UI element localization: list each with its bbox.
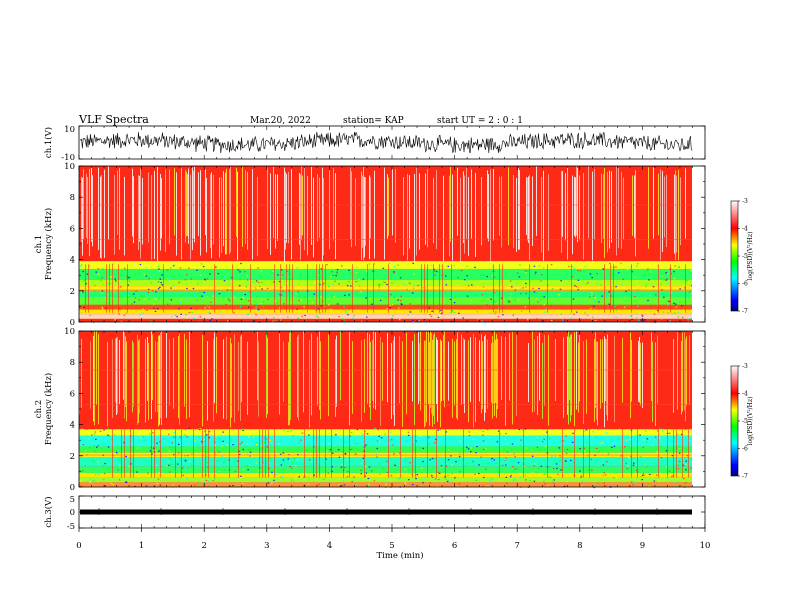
y-tick-label: -5 xyxy=(67,522,75,532)
colorbar-tick-label: -5 xyxy=(742,253,748,260)
header-station: station= KAP xyxy=(343,116,404,126)
x-tick-label: 10 xyxy=(700,541,711,551)
ch3-waveform-panel: 5 0 -5 ch.3(V) xyxy=(43,495,706,532)
y-tick-label: 5 xyxy=(70,495,75,505)
y-tick-label: 8 xyxy=(70,358,75,368)
time-axis: 0 1 2 3 4 5 6 7 8 9 10 xyxy=(76,528,710,551)
y-tick-label: 6 xyxy=(70,224,75,234)
y-tick-label: 10 xyxy=(64,327,75,337)
colorbar-ch2: -3 -4 -5 -6 -7 log(PSD)(V²/Hz) xyxy=(730,363,754,480)
x-tick-label: 2 xyxy=(201,541,206,551)
colorbar-tick-label: -5 xyxy=(742,418,748,425)
x-tick-label: 7 xyxy=(514,541,519,551)
y-tick-label: 2 xyxy=(70,287,75,297)
colorbar-tick-label: -4 xyxy=(742,391,748,398)
ch1-waveform-panel: 10 -10 ch.1(V) xyxy=(43,125,706,163)
y-axis-label: Frequency (kHz) xyxy=(43,208,54,280)
y-tick-label: 10 xyxy=(64,125,75,135)
colorbar-tick-label: -7 xyxy=(742,308,748,315)
ch1-spectrogram-panel: 0 2 4 6 8 10 Frequency (kHz)ch.1 xyxy=(34,162,706,328)
y-tick-label: 2 xyxy=(70,452,75,462)
x-tick-label: 8 xyxy=(577,541,582,551)
y-tick-label: 4 xyxy=(70,256,75,266)
x-tick-label: 3 xyxy=(264,541,269,551)
x-tick-label: 5 xyxy=(389,541,394,551)
chart-title: VLF Spectra xyxy=(78,113,149,126)
header-start-time: start UT = 2 : 0 : 1 xyxy=(437,116,523,126)
y-tick-label: 10 xyxy=(64,162,75,172)
x-axis-label: Time (min) xyxy=(376,550,423,561)
colorbar-label: log(PSD)(V²/Hz) xyxy=(747,397,754,446)
y-tick-label: 0 xyxy=(70,508,75,518)
colorbar-tick-label: -3 xyxy=(742,198,748,205)
y-axis-label: ch.1(V) xyxy=(43,127,54,158)
spectrogram-streaks xyxy=(79,331,690,428)
header-date: Mar.20, 2022 xyxy=(250,116,311,126)
low-frequency-bands xyxy=(79,369,694,489)
ch3-signal-line xyxy=(80,509,692,515)
low-frequency-bands xyxy=(79,204,694,324)
ch2-spectrogram-panel: 0 2 4 6 8 10 Frequency (kHz)ch.2 xyxy=(34,327,706,493)
colorbar-ch1: -3 -4 -5 -6 -7 log(PSD)(V²/Hz) xyxy=(730,198,754,315)
y-tick-label: 0 xyxy=(70,318,75,328)
x-tick-label: 0 xyxy=(76,541,81,551)
colorbar-label: log(PSD)(V²/Hz) xyxy=(747,232,754,281)
x-tick-label: 4 xyxy=(327,541,332,551)
y-tick-label: 8 xyxy=(70,193,75,203)
y-tick-label: 4 xyxy=(70,421,75,431)
colorbar-tick-label: -6 xyxy=(742,446,748,453)
colorbar-tick-label: -4 xyxy=(742,226,748,233)
y-tick-label: -10 xyxy=(61,153,75,163)
y-axis-label: ch.3(V) xyxy=(43,496,54,527)
channel-label: ch.2 xyxy=(34,400,44,418)
colorbar-ch1-scale xyxy=(730,200,739,312)
x-tick-label: 1 xyxy=(139,541,144,551)
colorbar-tick-label: -7 xyxy=(742,473,748,480)
x-tick-label: 6 xyxy=(452,541,457,551)
y-tick-label: 6 xyxy=(70,389,75,399)
x-tick-label: 9 xyxy=(640,541,645,551)
y-axis-label: Frequency (kHz) xyxy=(43,373,54,445)
colorbar-tick-label: -6 xyxy=(742,281,748,288)
spectrogram-streaks xyxy=(81,166,686,263)
colorbar-ch2-scale xyxy=(730,365,739,477)
y-tick-label: 0 xyxy=(70,483,75,493)
ch1-signal-line xyxy=(79,131,693,154)
colorbar-tick-label: -3 xyxy=(742,363,748,370)
channel-label: ch.1 xyxy=(34,235,44,253)
